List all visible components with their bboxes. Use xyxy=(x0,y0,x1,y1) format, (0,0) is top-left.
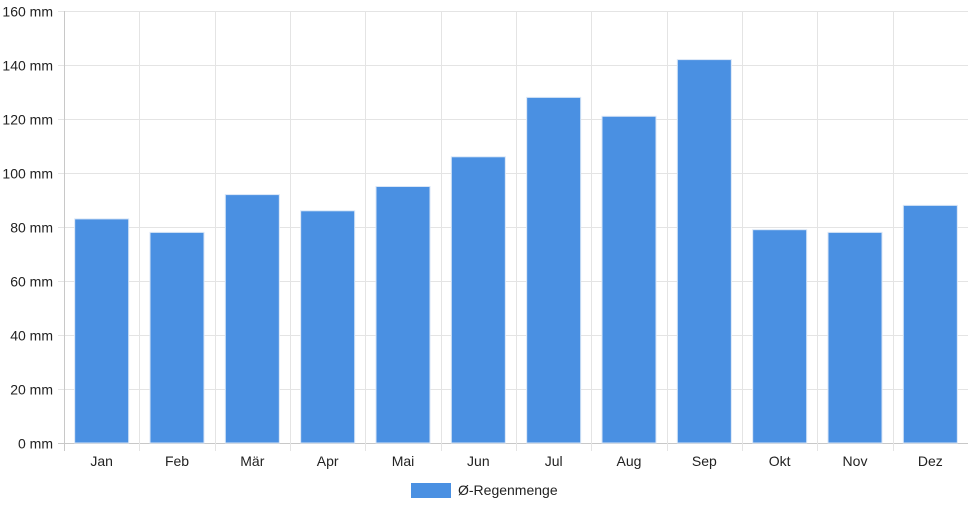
x-tick-label: Apr xyxy=(317,453,339,469)
x-tick-label: Sep xyxy=(692,453,717,469)
x-tick-label: Dez xyxy=(918,453,943,469)
x-tick-label: Mär xyxy=(240,453,264,469)
bar-feb[interactable] xyxy=(149,231,205,444)
x-tick-label: Jul xyxy=(545,453,563,469)
legend: Ø-Regenmenge xyxy=(411,482,558,498)
bar-jan[interactable] xyxy=(74,218,130,444)
y-tick-label: 160 mm xyxy=(2,4,53,20)
axes: 0 mm 20 mm 40 mm 60 mm 80 mm 100 mm 120 mm 140 … xyxy=(2,4,942,470)
x-tick-label: Feb xyxy=(165,453,189,469)
x-tick-label: Aug xyxy=(617,453,642,469)
x-tick-label: Mai xyxy=(392,453,415,469)
bar-dez[interactable] xyxy=(902,204,958,444)
y-tick-label: 40 mm xyxy=(10,328,53,344)
bar-nov[interactable] xyxy=(827,231,883,444)
y-tick-label: 120 mm xyxy=(2,112,53,128)
x-tick-label: Okt xyxy=(769,453,791,469)
y-tick-label: 100 mm xyxy=(2,166,53,182)
y-tick-label: 140 mm xyxy=(2,58,53,74)
bar-apr[interactable] xyxy=(300,210,356,444)
y-tick-label: 60 mm xyxy=(10,274,53,290)
y-tick-label: 0 mm xyxy=(18,436,53,452)
bar-jul[interactable] xyxy=(526,96,582,444)
bar-mai[interactable] xyxy=(375,186,431,444)
grid xyxy=(58,11,968,451)
x-tick-label: Jun xyxy=(467,453,490,469)
legend-label[interactable]: Ø-Regenmenge xyxy=(458,482,558,498)
y-tick-label: 80 mm xyxy=(10,220,53,236)
bar-sep[interactable] xyxy=(676,59,732,444)
bar-okt[interactable] xyxy=(752,229,808,444)
legend-swatch[interactable] xyxy=(411,483,451,498)
bar-mär[interactable] xyxy=(224,194,280,444)
y-tick-label: 20 mm xyxy=(10,382,53,398)
x-tick-label: Nov xyxy=(843,453,868,469)
bar-aug[interactable] xyxy=(601,115,657,444)
bar-jun[interactable] xyxy=(450,156,506,444)
bars xyxy=(74,59,958,444)
x-tick-label: Jan xyxy=(90,453,113,469)
